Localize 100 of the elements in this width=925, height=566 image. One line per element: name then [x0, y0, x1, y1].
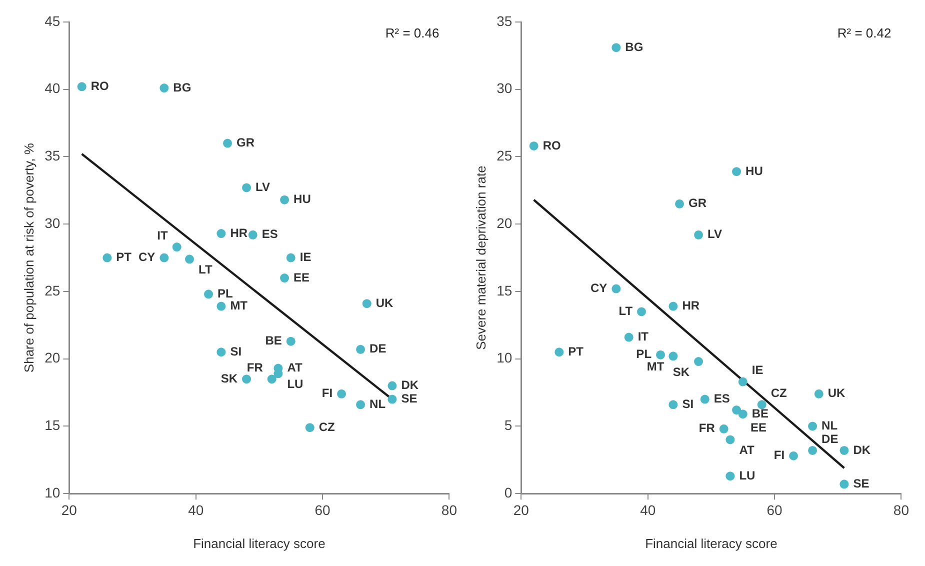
point — [700, 394, 710, 404]
data-label: MT — [230, 298, 248, 313]
x-axis-title: Financial literacy score — [193, 536, 326, 551]
data-label: RO — [90, 78, 109, 93]
point — [656, 350, 666, 360]
point — [675, 199, 684, 208]
data-label: GR — [688, 196, 707, 210]
y-tick-label: 30 — [44, 214, 60, 231]
data-label: LU — [739, 468, 756, 482]
data-label: UK — [828, 386, 846, 400]
data-label: BG — [173, 80, 192, 94]
y-axis-title: Severe material deprivation rate — [473, 166, 488, 350]
data-label: DE — [370, 342, 386, 356]
y-tick-label: 25 — [44, 282, 60, 298]
point — [814, 389, 824, 398]
point — [726, 472, 735, 481]
point — [668, 352, 678, 361]
data-label: ES — [262, 227, 278, 242]
data-label: HU — [746, 164, 763, 178]
point — [529, 141, 538, 150]
y-tick-label: 20 — [496, 214, 512, 231]
point — [808, 446, 818, 455]
data-label: EE — [294, 270, 310, 284]
point — [216, 229, 226, 238]
point — [726, 435, 735, 444]
data-label: FI — [322, 386, 333, 400]
point — [305, 423, 314, 432]
y-tick-label: 30 — [496, 80, 512, 96]
y-tick-label: 20 — [44, 350, 60, 366]
y-tick-label: 10 — [496, 350, 512, 366]
point — [242, 374, 252, 384]
data-label: CZ — [318, 420, 335, 434]
data-label: MT — [646, 359, 665, 374]
point — [738, 410, 748, 419]
point — [102, 253, 112, 262]
data-label: LU — [287, 376, 304, 391]
point — [738, 377, 748, 386]
x-tick-label: 40 — [640, 502, 656, 518]
point — [694, 357, 704, 366]
point — [840, 480, 849, 489]
x-axis-title: Financial literacy score — [645, 536, 778, 551]
point — [789, 451, 798, 460]
point — [732, 167, 742, 176]
point — [185, 254, 194, 264]
data-label: PL — [218, 286, 233, 300]
point — [204, 290, 214, 299]
data-label: PL — [636, 347, 652, 362]
point — [668, 400, 678, 410]
data-label: HR — [230, 226, 248, 240]
point — [612, 284, 621, 294]
data-label: RO — [542, 138, 561, 152]
data-label: SI — [682, 396, 694, 411]
data-label: SK — [220, 371, 238, 386]
point — [808, 422, 818, 431]
y-tick-label: 10 — [44, 484, 60, 500]
y-tick-label: 15 — [496, 282, 512, 298]
point — [160, 84, 169, 93]
point — [216, 348, 226, 357]
point — [612, 43, 621, 52]
point — [388, 381, 397, 390]
point — [286, 253, 296, 262]
point — [77, 82, 86, 92]
annotation: R² = 0.46 — [385, 26, 440, 41]
data-label: CY — [138, 250, 156, 264]
point — [356, 400, 366, 410]
y-axis-title: Share of population at risk of poverty, % — [21, 142, 36, 373]
data-label: BE — [752, 406, 769, 420]
x-tick-label: 40 — [188, 502, 204, 518]
point — [637, 307, 646, 316]
data-label: EE — [750, 420, 767, 434]
y-tick-label: 35 — [44, 148, 60, 164]
point — [248, 230, 258, 240]
y-tick-label: 0 — [504, 484, 512, 500]
data-label: SI — [230, 344, 242, 358]
data-label: BG — [625, 40, 644, 54]
y-tick-label: 45 — [44, 12, 60, 29]
point — [732, 406, 742, 415]
data-label: PT — [116, 250, 132, 264]
y-tick-label: 5 — [504, 417, 512, 434]
data-label: NL — [822, 418, 838, 433]
data-label: FR — [246, 360, 264, 374]
data-label: IT — [638, 330, 650, 344]
point — [362, 299, 372, 308]
data-label: HU — [294, 192, 311, 206]
data-label: SK — [672, 364, 690, 379]
x-tick-label: 80 — [893, 502, 910, 518]
data-label: LT — [198, 262, 213, 276]
y-tick-label: 15 — [44, 417, 60, 434]
point — [172, 242, 182, 252]
data-label: DK — [853, 442, 871, 457]
point — [694, 230, 704, 240]
data-label: AT — [739, 443, 755, 458]
data-label: GR — [236, 136, 255, 150]
point — [223, 138, 232, 148]
data-label: ES — [714, 392, 730, 406]
data-label: SE — [401, 392, 418, 406]
point — [242, 183, 252, 192]
x-tick-label: 20 — [61, 502, 78, 518]
point — [388, 394, 397, 404]
point — [160, 253, 169, 262]
